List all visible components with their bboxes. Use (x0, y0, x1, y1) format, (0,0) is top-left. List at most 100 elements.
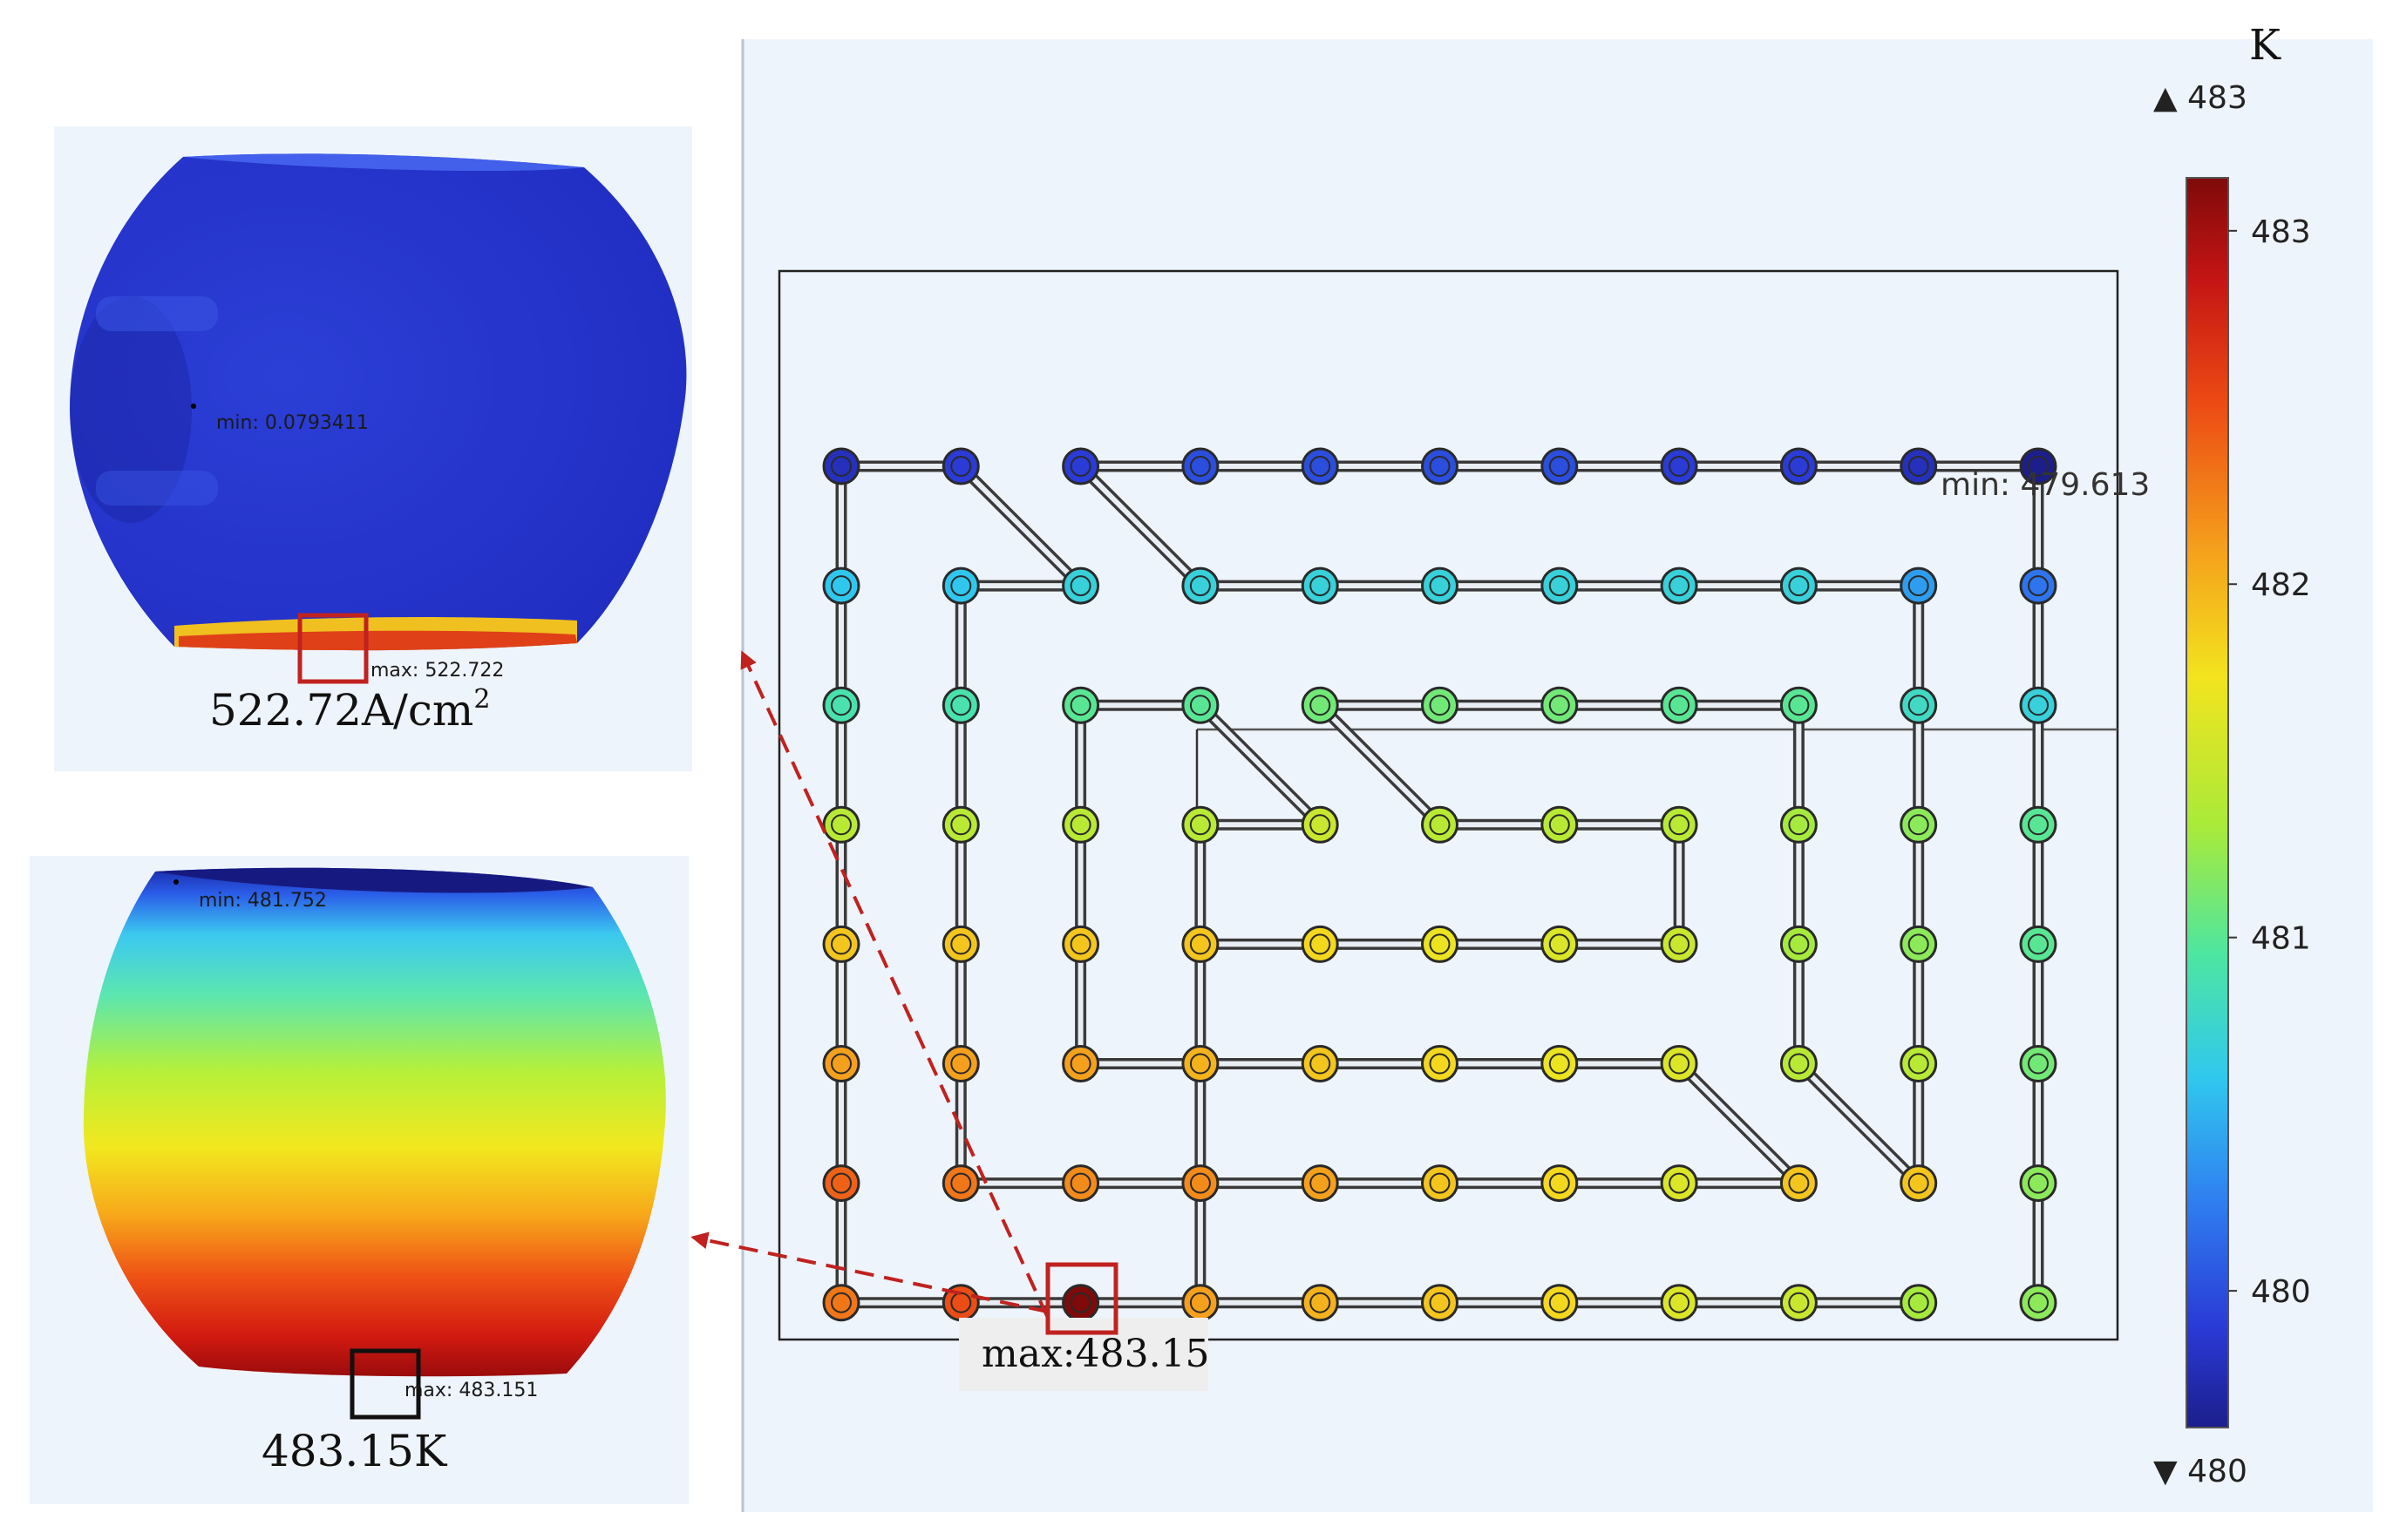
grid-node (2019, 447, 2057, 485)
grid-node-core (1189, 456, 1211, 477)
colorbar-ticks: 483 482 481 480 (2228, 214, 2311, 1310)
grid-node (1660, 805, 1698, 844)
colorbar-max-marker: ▲ 483 (2153, 80, 2247, 116)
grid-node-core (831, 695, 852, 716)
grid-node-core (1070, 456, 1091, 477)
grid-node-core (1070, 1292, 1091, 1313)
grid-node (2019, 686, 2057, 724)
grid-node (1540, 686, 1579, 724)
grid-node (1540, 925, 1579, 963)
pipe-segment-core (1078, 464, 1203, 588)
grid-node-core (1669, 456, 1690, 477)
grid-node (1660, 566, 1698, 605)
arrow-to-temperature (690, 1231, 1049, 1313)
grid-node (1062, 925, 1100, 963)
grid-node (1900, 686, 1938, 724)
grid-node (1540, 1164, 1579, 1203)
grid-node-core (2028, 933, 2049, 955)
grid-node (1900, 805, 1938, 844)
colorbar-gradient (2186, 177, 2229, 1428)
grid-node-core (950, 1292, 972, 1313)
grid-node (1779, 1164, 1818, 1203)
grid-node (1181, 1164, 1220, 1203)
grid-node-core (1548, 695, 1570, 716)
grid-node-core (831, 456, 852, 477)
grid-node-core (1669, 695, 1690, 716)
grid-node-core (1907, 456, 1929, 477)
grid-node (942, 566, 980, 605)
grid-node (2019, 1164, 2057, 1203)
grid-node (1181, 686, 1220, 724)
pipe-segment-core (959, 464, 1083, 588)
grid-node (1540, 566, 1579, 605)
grid-node (1421, 566, 1458, 605)
grid-node-core (1070, 695, 1091, 716)
grid-node-core (1429, 1053, 1451, 1075)
grid-node-core (1429, 456, 1451, 477)
grid-node-core (1788, 456, 1810, 477)
grid-node (1900, 1045, 1938, 1082)
grid-node (822, 1045, 860, 1082)
grid-node-core (950, 456, 972, 477)
grid-node (1181, 925, 1220, 963)
grid-node-core (831, 814, 852, 836)
grid-node (1062, 805, 1100, 844)
grid-node (942, 1284, 980, 1322)
pipe-segment-core (1797, 1062, 1921, 1185)
grid-node (822, 1284, 860, 1322)
grid-node (1301, 1164, 1339, 1203)
grid-node-core (1189, 933, 1211, 955)
grid-node (1900, 1164, 1938, 1203)
colorbar-min-marker: ▼ 480 (2153, 1454, 2247, 1489)
temperature-min-label: min: 481.752 (199, 890, 327, 912)
grid-node (1900, 925, 1938, 963)
pipe-segment-core (1318, 703, 1442, 827)
grid-node-core (1548, 1292, 1570, 1313)
grid-node-core (1548, 1053, 1570, 1075)
grid-node (1900, 447, 1938, 485)
grid-node-core (1429, 695, 1451, 716)
grid-node-core (1788, 814, 1810, 836)
grid-node-core (1309, 695, 1331, 716)
grid-node-core (1189, 1172, 1211, 1194)
grid-node (1301, 447, 1339, 485)
current-density-hot-band-red (179, 630, 577, 651)
grid-node-core (950, 575, 972, 597)
grid-node (1421, 1284, 1458, 1322)
grid-node (1062, 1045, 1100, 1082)
colorbar-tick-label: 480 (2251, 1274, 2311, 1310)
grid-outer-frame (778, 269, 2119, 1341)
grid-node-core (950, 695, 972, 716)
grid-node-core (1429, 575, 1451, 597)
grid-node-core (2028, 575, 2049, 597)
grid-node-core (2028, 1053, 2049, 1075)
grid-node (1779, 566, 1818, 605)
grid-node-core (1907, 695, 1929, 716)
grid-node (1421, 1045, 1458, 1082)
temperature-bowl (83, 867, 666, 1377)
grid-node-core (831, 1172, 852, 1194)
grid-node-core (1309, 933, 1331, 955)
grid-node (1062, 1284, 1100, 1322)
grid-node (1181, 1284, 1220, 1322)
grid-node (1660, 1045, 1698, 1082)
grid-node-core (1189, 814, 1211, 836)
grid-node (1301, 925, 1339, 963)
grid-node-core (1429, 814, 1451, 836)
grid-node (2019, 805, 2057, 844)
grid-node-core (2028, 1292, 2049, 1313)
grid-node-core (1907, 933, 1929, 955)
grid-panel-bg (743, 39, 2373, 1512)
grid-node (822, 1164, 860, 1203)
grid-node-core (1669, 933, 1690, 955)
grid-node (2019, 1284, 2057, 1322)
grid-node-core (1669, 575, 1690, 597)
grid-node-core (1788, 695, 1810, 716)
grid-node-core (950, 814, 972, 836)
grid-node-core (1669, 814, 1690, 836)
grid-node (1660, 1284, 1698, 1322)
arrow-to-current-density (740, 650, 1050, 1319)
grid-node-core (950, 933, 972, 955)
grid-node-core (950, 1172, 972, 1194)
pipe-segment-core (1676, 1062, 1801, 1185)
